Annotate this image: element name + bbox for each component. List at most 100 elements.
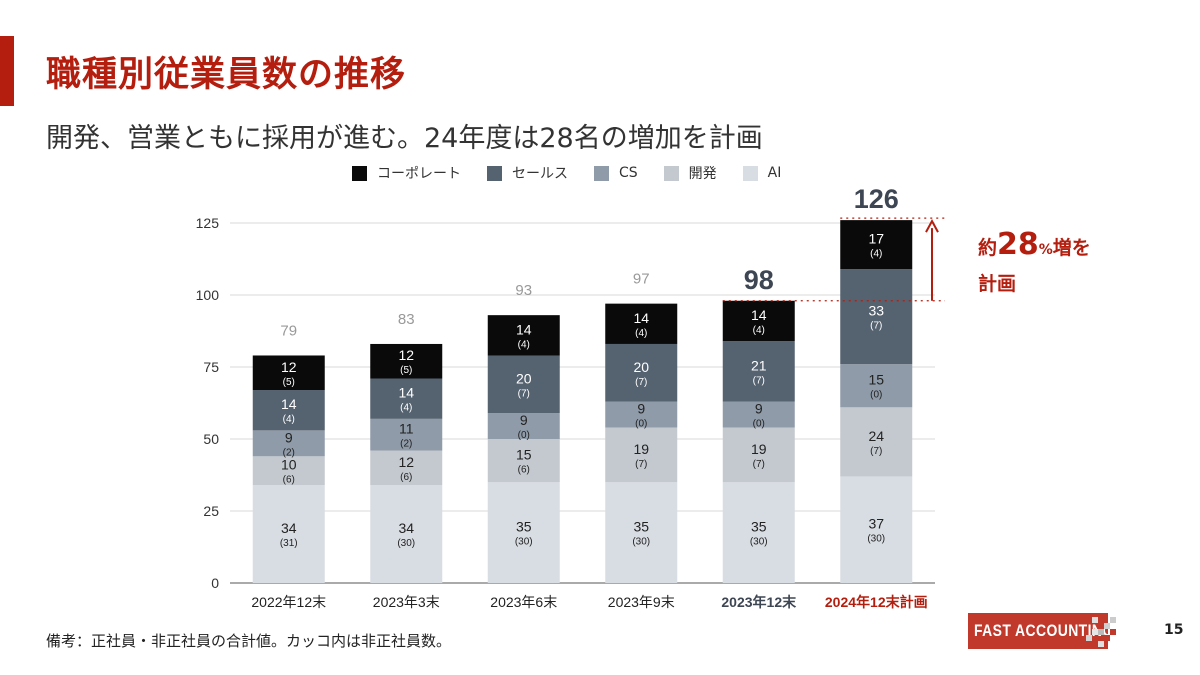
non-regular-label: (4) [400, 403, 412, 414]
legend-swatch [742, 165, 758, 181]
data-label: 15 [516, 447, 532, 463]
non-regular-label: (30) [632, 537, 650, 548]
bar-segment [252, 390, 325, 431]
legend-swatch [352, 165, 367, 181]
non-regular-label: (0) [518, 430, 530, 441]
non-regular-label: (2) [400, 439, 412, 450]
non-regular-label: (4) [753, 325, 765, 336]
non-regular-label: (30) [397, 538, 415, 549]
bar-segment [722, 482, 795, 583]
legend-item: コーポレート [352, 163, 461, 183]
page-subtitle: 開発、営業ともに採用が進む。24年度は28名の増加を計画 [46, 123, 763, 154]
y-tick-label: 50 [203, 431, 219, 447]
non-regular-label: (4) [870, 249, 882, 260]
non-regular-label: (7) [753, 459, 765, 470]
bar-segment [370, 418, 443, 451]
data-label: 19 [751, 441, 767, 457]
non-regular-label: (5) [400, 365, 412, 376]
non-regular-label: (7) [635, 459, 647, 470]
data-label: 24 [868, 428, 884, 444]
increase-arrow-head [925, 219, 939, 233]
non-regular-label: (30) [867, 534, 885, 545]
chart-legend: コーポレート セールス CS 開発 AI [352, 163, 807, 183]
non-regular-label: (31) [280, 538, 298, 549]
bar-segment [487, 355, 560, 414]
non-regular-label: (4) [283, 414, 295, 425]
bar-segment [840, 476, 913, 583]
bar-segment [605, 427, 678, 483]
non-regular-label: (6) [283, 475, 295, 486]
non-regular-label: (5) [283, 377, 295, 388]
page-title: 職種別従業員数の推移 [46, 55, 407, 95]
data-label: 20 [633, 359, 649, 375]
y-tick-label: 125 [196, 215, 220, 231]
page-number: 15 [1164, 622, 1184, 638]
annotation-line2: 計画 [978, 273, 1017, 295]
bar-segment [722, 300, 795, 342]
non-regular-label: (7) [518, 388, 530, 399]
non-regular-label: (30) [515, 537, 533, 548]
company-logo: FAST ACCOUNTING [968, 613, 1118, 649]
non-regular-label: (2) [283, 447, 295, 458]
non-regular-label: (7) [635, 377, 647, 388]
bar-segment [722, 427, 795, 483]
data-label: 20 [516, 370, 532, 386]
bar-segment [370, 450, 443, 486]
bar-segment [252, 456, 325, 486]
data-label: 14 [633, 310, 649, 326]
non-regular-label: (7) [870, 446, 882, 457]
bar-segment [487, 439, 560, 483]
legend-label: コーポレート [377, 166, 461, 182]
bar-segment [370, 378, 443, 419]
title-accent-bar [0, 36, 14, 106]
data-label: 11 [399, 421, 414, 437]
non-regular-label: (0) [753, 419, 765, 430]
annotation-prefix: 約 [978, 237, 998, 259]
annotation-number: 28 [997, 227, 1039, 262]
y-tick-label: 100 [196, 287, 220, 303]
bar-segment [370, 485, 443, 583]
data-label: 9 [637, 401, 645, 417]
data-label: 9 [520, 412, 528, 428]
bar-segment [252, 355, 325, 391]
non-regular-label: (7) [870, 321, 882, 332]
bar-segment [605, 482, 678, 583]
total-label: 98 [744, 265, 774, 295]
x-tick-label: 2023年6末 [490, 594, 557, 610]
legend-item: AI [742, 165, 781, 181]
annotation-percent: % [1038, 242, 1053, 258]
data-label: 17 [868, 231, 884, 247]
legend-label: セールス [512, 166, 568, 182]
legend-item: セールス [487, 163, 568, 183]
legend-label: CS [619, 165, 638, 181]
logo-background [968, 613, 1108, 649]
increase-annotation: 約28%増を 計画 [978, 228, 1091, 301]
data-label: 9 [285, 429, 293, 445]
bar-segment [840, 220, 913, 270]
x-tick-label: 2023年12末 [721, 594, 797, 610]
bar-segment [370, 343, 443, 379]
y-tick-label: 25 [203, 503, 219, 519]
data-label: 14 [398, 385, 414, 401]
legend-swatch [487, 165, 502, 181]
bar-segment [722, 341, 795, 402]
bar-segment [840, 407, 913, 477]
bar-segment [252, 485, 325, 583]
legend-label: 開発 [688, 166, 717, 182]
data-label: 35 [633, 519, 649, 535]
data-label: 35 [516, 519, 532, 535]
bar-segment [487, 482, 560, 583]
data-label: 9 [755, 401, 763, 417]
logo-pixel-icon [1086, 617, 1116, 647]
data-label: 10 [281, 457, 297, 473]
total-label: 93 [515, 282, 532, 299]
bar-segment [252, 430, 325, 457]
legend-item: CS [594, 165, 638, 181]
data-label: 12 [398, 347, 414, 363]
non-regular-label: (6) [400, 472, 412, 483]
data-label: 14 [751, 307, 767, 323]
data-label: 15 [868, 372, 884, 388]
data-label: 14 [281, 396, 297, 412]
non-regular-label: (0) [635, 419, 647, 430]
